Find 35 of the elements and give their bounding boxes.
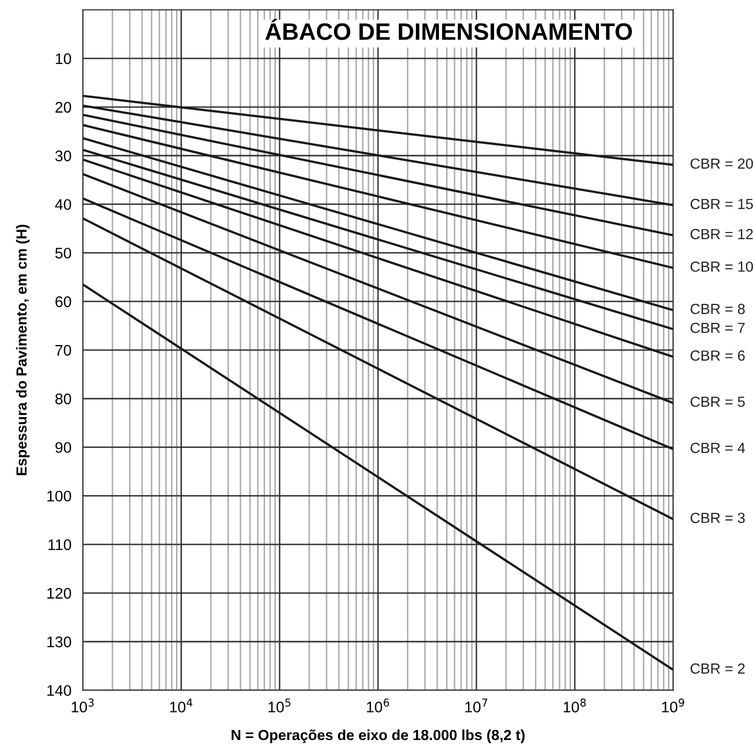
y-axis-title: Espessura do Pavimento, em cm (H) bbox=[16, 224, 30, 476]
x-tick-label: 10$^{4}$ bbox=[170, 698, 192, 712]
y-tick-label: 120 bbox=[47, 588, 72, 599]
series-label: CBR = 3 bbox=[690, 512, 745, 524]
series-label: CBR = 4 bbox=[690, 442, 745, 454]
y-tick-label: 70 bbox=[56, 344, 72, 356]
y-tick-label: 80 bbox=[55, 393, 72, 404]
y-tick-label: 110 bbox=[48, 539, 72, 550]
x-tick-label: 10$^{5}$ bbox=[268, 698, 290, 712]
y-tick-label: 40 bbox=[55, 199, 72, 210]
x-tick-label: 10$^{9}$ bbox=[662, 698, 684, 712]
chart-title: ÁBACO DE DIMENSIONAMENTO bbox=[265, 18, 632, 40]
series-label: CBR = 20 bbox=[690, 158, 753, 169]
y-tick-label: 20 bbox=[55, 102, 72, 113]
x-axis-title: N = Operações de eixo de 18.000 lbs (8,2 t) bbox=[232, 729, 525, 744]
series-label: CBR = 2 bbox=[690, 663, 745, 674]
x-tick-label: 10$^{8}$ bbox=[564, 698, 586, 712]
series-label: CBR = 6 bbox=[690, 350, 745, 361]
series-label: CBR = 10 bbox=[690, 261, 753, 272]
series-label: CBR = 12 bbox=[690, 228, 753, 240]
y-tick-label: 130 bbox=[47, 636, 72, 648]
series-label: CBR = 8 bbox=[690, 304, 745, 314]
x-tick-label: 10$^{6}$ bbox=[366, 698, 390, 712]
series-label: CBR = 5 bbox=[690, 396, 745, 407]
y-tick-label: 90 bbox=[55, 442, 72, 453]
series-label: CBR = 7 bbox=[690, 322, 745, 334]
y-tick-label: 50 bbox=[55, 248, 72, 259]
series-label: CBR = 15 bbox=[690, 198, 753, 210]
y-tick-label: 140 bbox=[47, 685, 72, 696]
y-tick-label: 30 bbox=[55, 150, 72, 162]
x-tick-label: 10$^{3}$ bbox=[72, 698, 94, 712]
y-tick-label: 60 bbox=[56, 296, 72, 308]
y-tick-label: 100 bbox=[47, 490, 72, 502]
y-tick-label: 10 bbox=[56, 53, 72, 64]
x-tick-label: 10$^{7}$ bbox=[465, 698, 488, 712]
